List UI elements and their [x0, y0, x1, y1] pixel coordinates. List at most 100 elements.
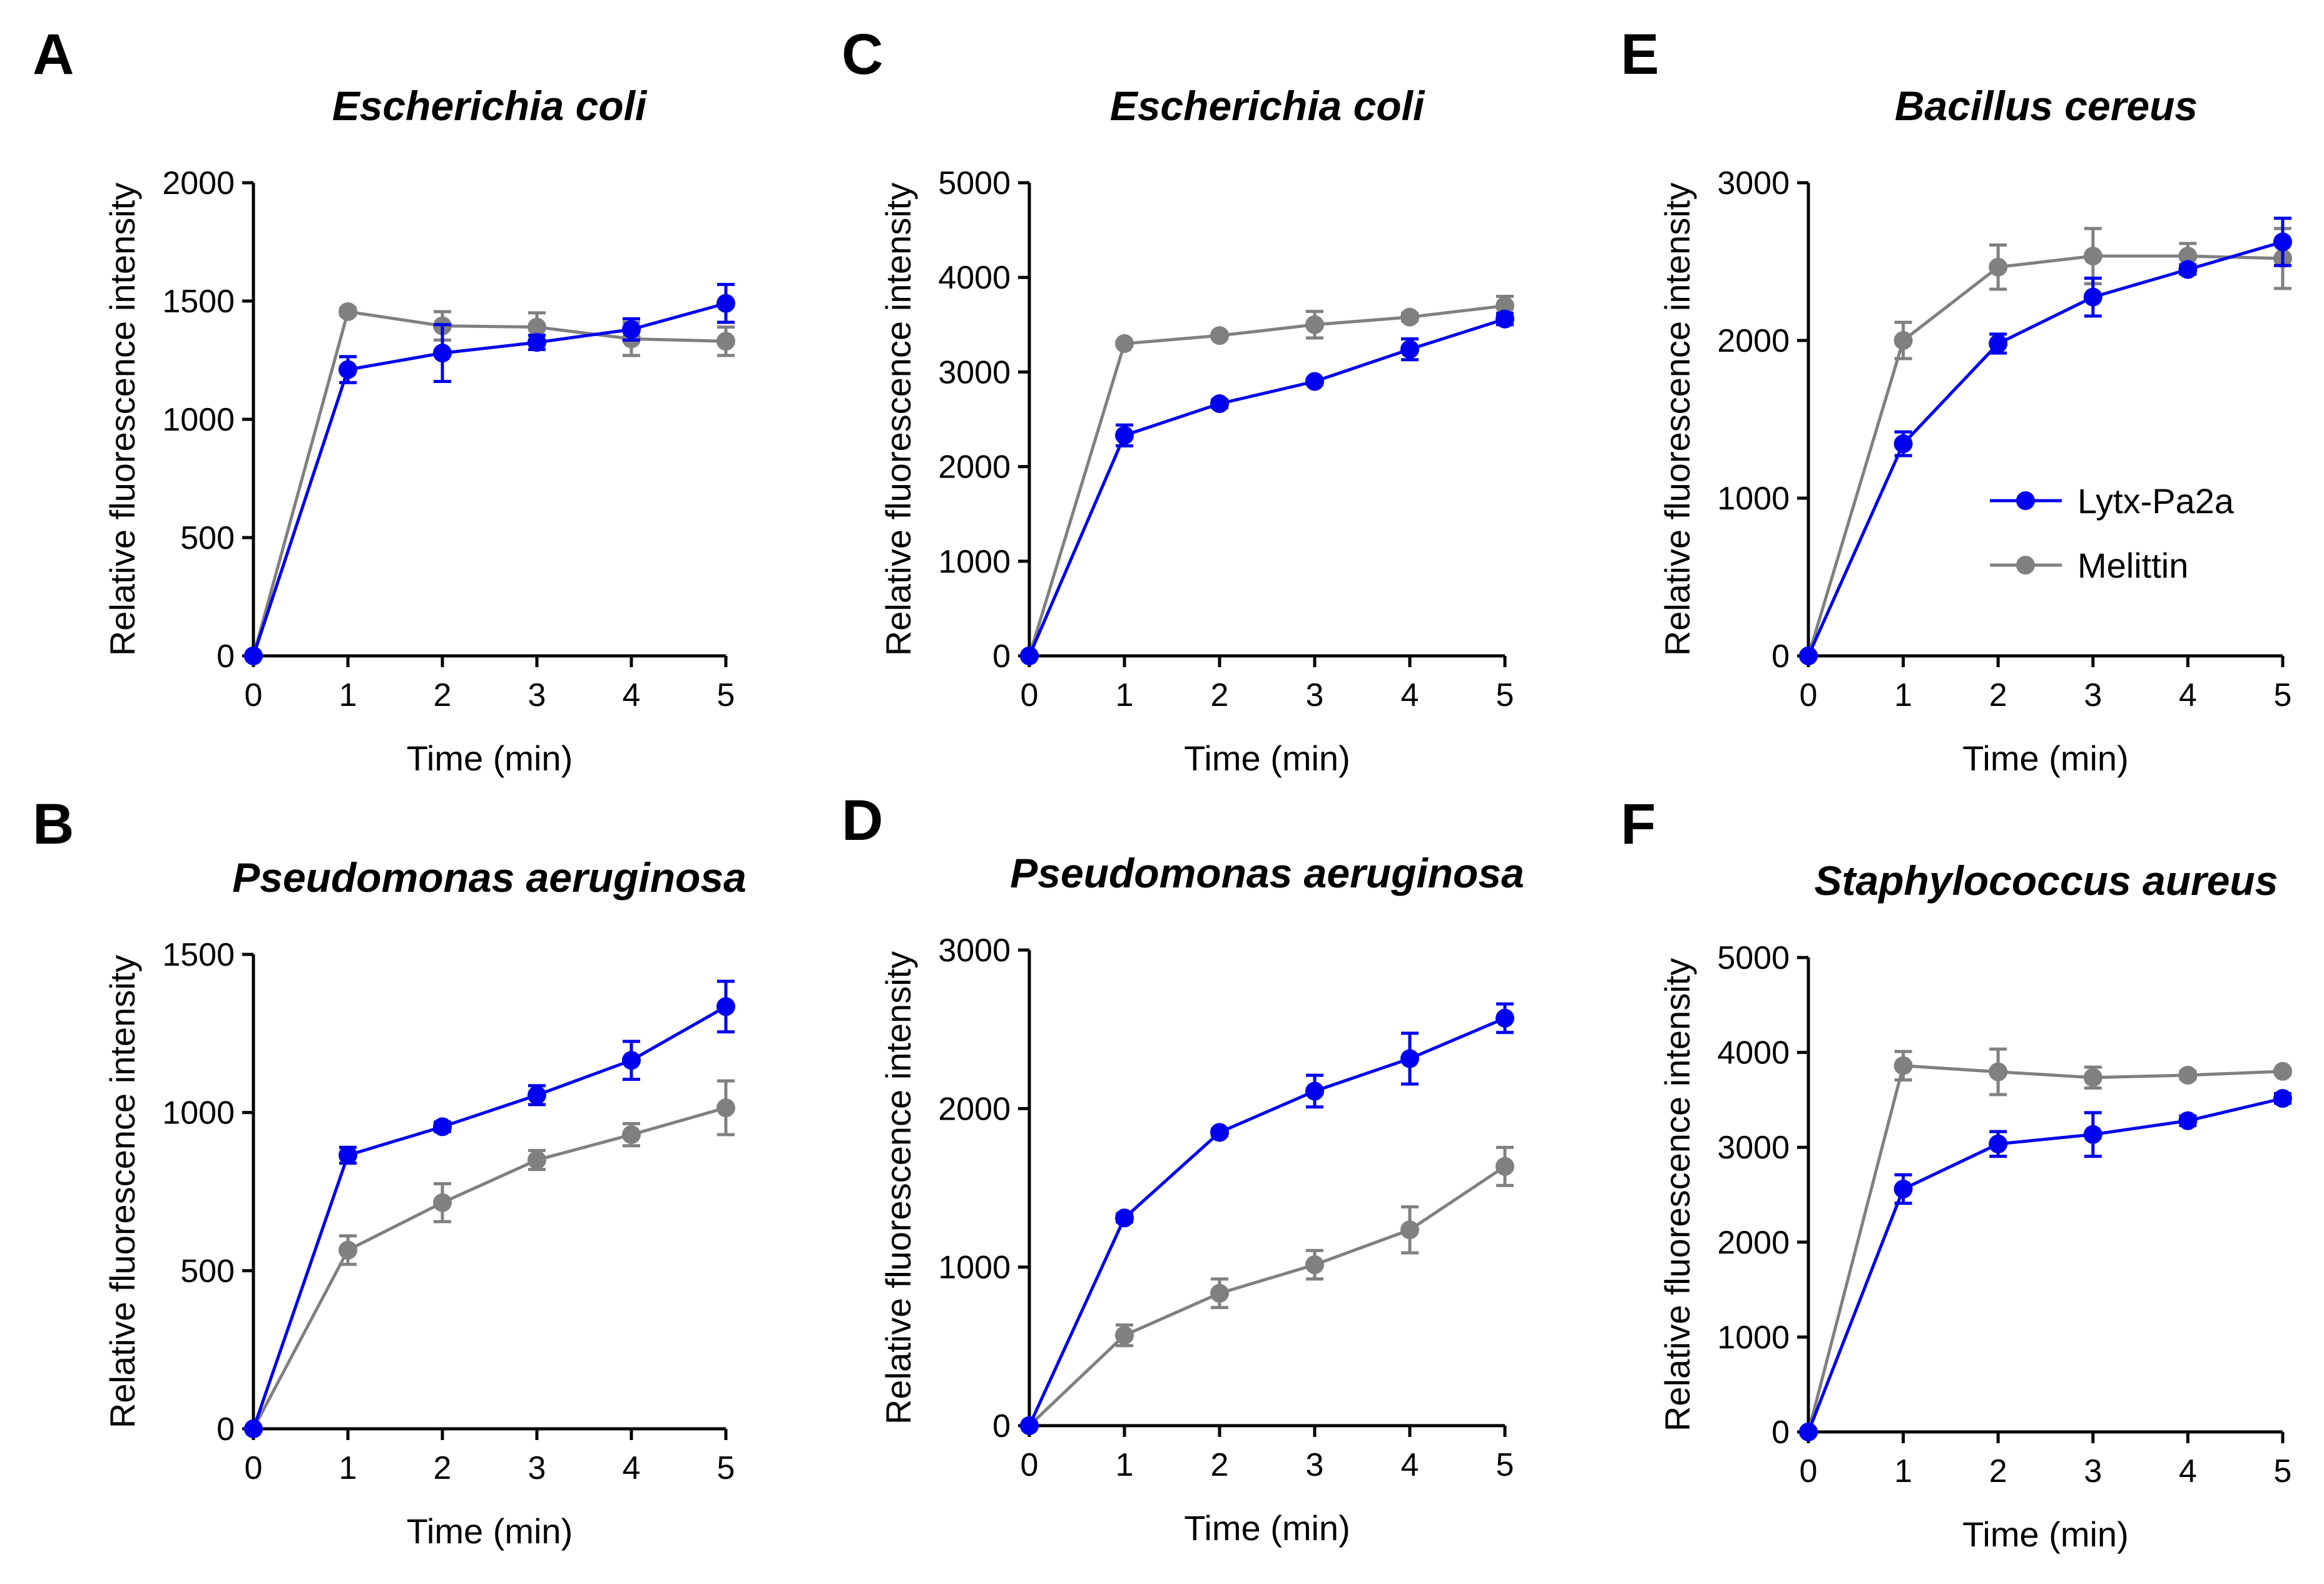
- series-lytx-pa2a: [244, 283, 735, 665]
- y-tick-label: 500: [180, 520, 235, 556]
- data-point: [1893, 1056, 1913, 1075]
- series-lytx-pa2a: [1020, 309, 1514, 665]
- x-axis-label: Time (min): [1962, 1515, 2128, 1554]
- data-point: [1115, 334, 1134, 354]
- panel-letter: F: [1621, 792, 1656, 856]
- data-point: [1989, 1062, 2008, 1081]
- y-axis-label: Relative fluorescence intensity: [103, 183, 142, 656]
- y-tick-label: 2000: [1717, 323, 1790, 359]
- series-line-melittin: [1807, 1064, 2283, 1433]
- y-tick-label: 2000: [162, 165, 235, 202]
- y-tick-label: 1000: [162, 1095, 235, 1132]
- data-point: [622, 1051, 641, 1070]
- data-point: [1115, 1208, 1134, 1228]
- y-axis-label: Relative fluorescence intensity: [879, 183, 918, 656]
- data-point: [1210, 1123, 1229, 1142]
- x-tick-label: 5: [2274, 1453, 2292, 1489]
- x-tick-label: 2: [1211, 677, 1229, 713]
- x-axis-label: Time (min): [1184, 738, 1350, 778]
- data-point: [1496, 1008, 1514, 1028]
- data-point: [1496, 1157, 1514, 1176]
- panel-title: Escherichia coli: [332, 83, 648, 129]
- series-line-melittin: [252, 1106, 726, 1430]
- x-tick-label: 3: [528, 677, 546, 713]
- y-tick-label: 5000: [1717, 940, 1790, 976]
- data-point: [1210, 394, 1229, 414]
- data-point: [1893, 1179, 1913, 1198]
- x-tick-label: 1: [1116, 677, 1134, 713]
- data-point: [1305, 1255, 1324, 1274]
- data-point: [716, 332, 735, 351]
- chart-panel-c: C Escherichia coli 0 1000 2000 3000 4000 5000 0 1…: [842, 23, 1514, 778]
- data-point: [1400, 1049, 1419, 1068]
- panel-title: Bacillus cereus: [1895, 83, 2198, 129]
- data-point: [339, 360, 357, 379]
- x-tick-label: 1: [339, 1450, 357, 1486]
- data-point: [1799, 646, 1818, 665]
- series-melittin: [1799, 1047, 2292, 1441]
- y-tick-label: 0: [992, 638, 1011, 675]
- series-lytx-pa2a: [1020, 1002, 1514, 1435]
- x-tick-label: 0: [245, 1450, 263, 1486]
- x-tick-label: 5: [717, 677, 735, 713]
- y-tick-label: 5000: [938, 165, 1011, 202]
- data-point: [1305, 315, 1324, 334]
- data-point: [1893, 331, 1913, 350]
- data-point: [1400, 340, 1419, 359]
- data-point: [1799, 1423, 1818, 1441]
- panel-letter: A: [33, 23, 74, 86]
- y-tick-label: 1000: [162, 402, 235, 438]
- data-point: [1989, 1134, 2008, 1153]
- panel-title: Pseudomonas aeruginosa: [1010, 850, 1524, 896]
- x-tick-label: 4: [2179, 1453, 2197, 1489]
- data-point: [2178, 247, 2198, 266]
- data-point: [2083, 1068, 2102, 1087]
- series-melittin: [1020, 1145, 1514, 1435]
- y-tick-label: 3000: [938, 933, 1011, 969]
- data-point: [1020, 1416, 1039, 1435]
- y-tick-label: 4000: [938, 260, 1011, 296]
- panel-title: Escherichia coli: [1110, 83, 1425, 129]
- x-axis-label: Time (min): [1184, 1508, 1350, 1548]
- y-tick-label: 2000: [1717, 1225, 1790, 1261]
- y-tick-label: 2000: [938, 1091, 1011, 1127]
- series-lytx-pa2a: [1799, 1089, 2292, 1441]
- x-axis-label: Time (min): [1962, 738, 2128, 778]
- x-tick-label: 4: [1401, 1447, 1419, 1483]
- y-tick-label: 1500: [162, 284, 235, 320]
- y-tick-label: 0: [217, 638, 235, 675]
- chart-panel-b: B Pseudomonas aeruginosa 0 500 1000 1500 0 1 2 3 4…: [33, 792, 747, 1551]
- data-point: [1400, 307, 1419, 327]
- series-melittin: [244, 302, 735, 665]
- y-tick-label: 1000: [938, 544, 1011, 580]
- y-tick-label: 2000: [938, 449, 1011, 486]
- y-tick-label: 1500: [162, 937, 235, 973]
- x-tick-label: 0: [1800, 677, 1818, 713]
- y-tick-label: 4000: [1717, 1035, 1790, 1071]
- data-point: [1115, 1326, 1134, 1345]
- panel-letter: B: [33, 792, 74, 856]
- series-line-melittin: [1028, 1165, 1506, 1427]
- data-point: [244, 1419, 263, 1438]
- legend-marker-lytx-pa2a: [2016, 491, 2035, 510]
- series-melittin: [244, 1079, 735, 1438]
- y-axis-label: Relative fluorescence intensity: [1658, 958, 1697, 1431]
- series-line-lytx-pa2a: [1807, 1096, 2283, 1433]
- data-point: [2178, 1065, 2198, 1085]
- data-point: [1893, 434, 1913, 454]
- data-point: [1020, 646, 1039, 665]
- data-point: [339, 1240, 357, 1260]
- y-tick-label: 3000: [1717, 165, 1790, 202]
- series-line-lytx-pa2a: [1027, 1016, 1506, 1427]
- y-tick-label: 3000: [938, 354, 1011, 391]
- legend: Lytx-Pa2a Melittin: [1990, 481, 2235, 585]
- data-point: [1210, 326, 1229, 345]
- x-tick-label: 0: [1021, 1447, 1039, 1483]
- x-tick-label: 3: [1306, 677, 1324, 713]
- series-line-melittin: [252, 310, 726, 657]
- x-axis-label: Time (min): [407, 738, 573, 778]
- y-tick-label: 0: [217, 1411, 235, 1448]
- x-tick-label: 1: [1116, 1447, 1134, 1483]
- legend-marker-melittin: [2016, 556, 2035, 575]
